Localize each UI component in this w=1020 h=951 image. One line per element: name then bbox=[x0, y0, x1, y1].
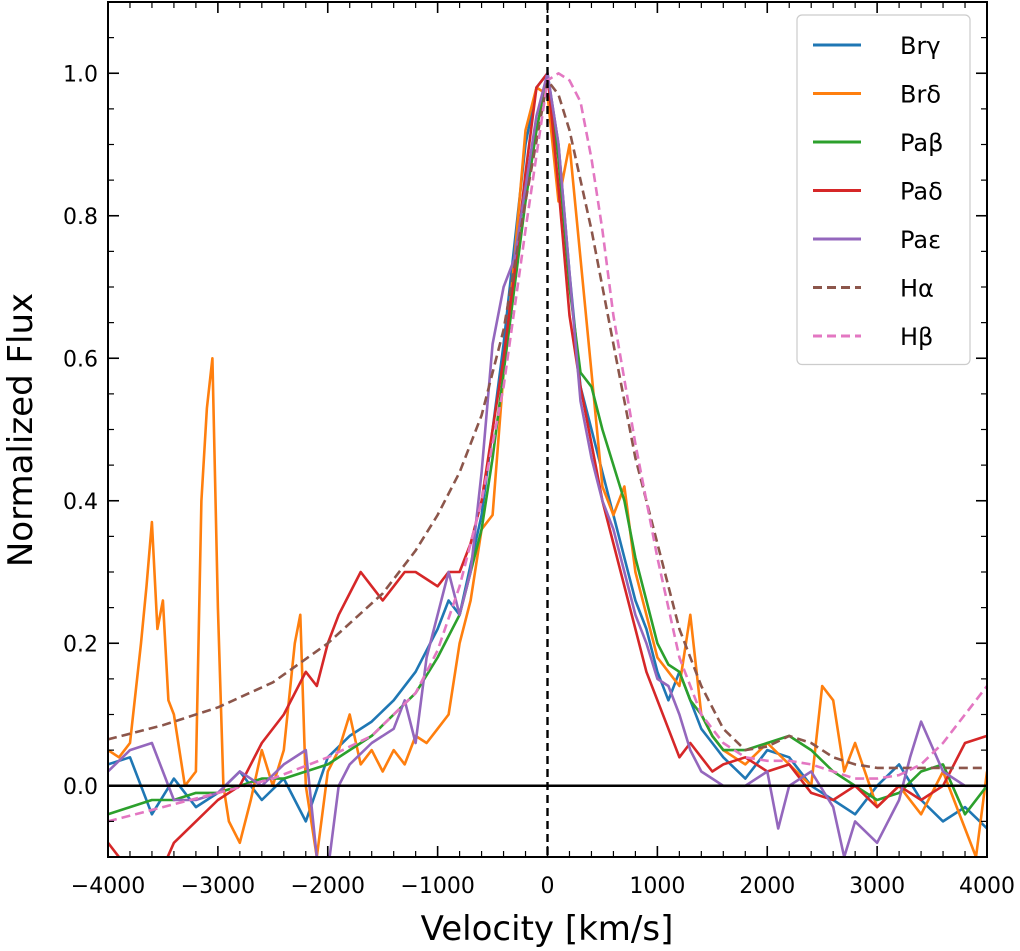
legend-label: Hα bbox=[900, 275, 934, 303]
axis-ticks: −4000 −3000 −2000 −1000 0 1000 2000 3000 4000 0.0… bbox=[63, 1, 1015, 899]
y-tick-label: 0.8 bbox=[63, 205, 98, 230]
legend-label: Brγ bbox=[900, 32, 941, 60]
x-tick-label: 1000 bbox=[629, 874, 685, 899]
y-axis-title: Normalized Flux bbox=[1, 293, 41, 567]
legend-box bbox=[796, 14, 971, 366]
series-line-6 bbox=[108, 79, 987, 770]
y-tick-label: 0.6 bbox=[63, 347, 98, 372]
y-tick-label: 1.0 bbox=[63, 62, 98, 87]
reference-lines bbox=[108, 2, 987, 857]
y-tick-label: 0.4 bbox=[63, 490, 98, 515]
legend-label: Paβ bbox=[900, 129, 943, 157]
legend-label: Brδ bbox=[900, 81, 941, 109]
x-axis-title: Velocity [km/s] bbox=[421, 909, 674, 949]
x-tick-label: 3000 bbox=[849, 874, 905, 899]
y-tick-label: 0.0 bbox=[63, 775, 98, 800]
y-tick-label: 0.2 bbox=[63, 632, 98, 657]
x-tick-label: 2000 bbox=[739, 874, 795, 899]
legend-label: Paδ bbox=[900, 178, 943, 206]
series-line-4 bbox=[108, 72, 987, 857]
x-tick-label: 4000 bbox=[959, 874, 1015, 899]
legend-label: Paε bbox=[900, 226, 941, 254]
series-line-7 bbox=[108, 72, 987, 823]
legend: Brγ Brδ Paβ Paδ Paε Hα Hβ bbox=[796, 14, 971, 366]
x-tick-label: −1000 bbox=[400, 874, 474, 899]
x-tick-label: −3000 bbox=[181, 874, 255, 899]
series-line-5 bbox=[108, 72, 987, 857]
x-tick-label: −4000 bbox=[71, 874, 145, 899]
x-tick-label: −2000 bbox=[291, 874, 365, 899]
x-tick-label: 0 bbox=[541, 874, 555, 899]
series-layer bbox=[108, 72, 987, 857]
legend-label: Hβ bbox=[900, 323, 933, 351]
